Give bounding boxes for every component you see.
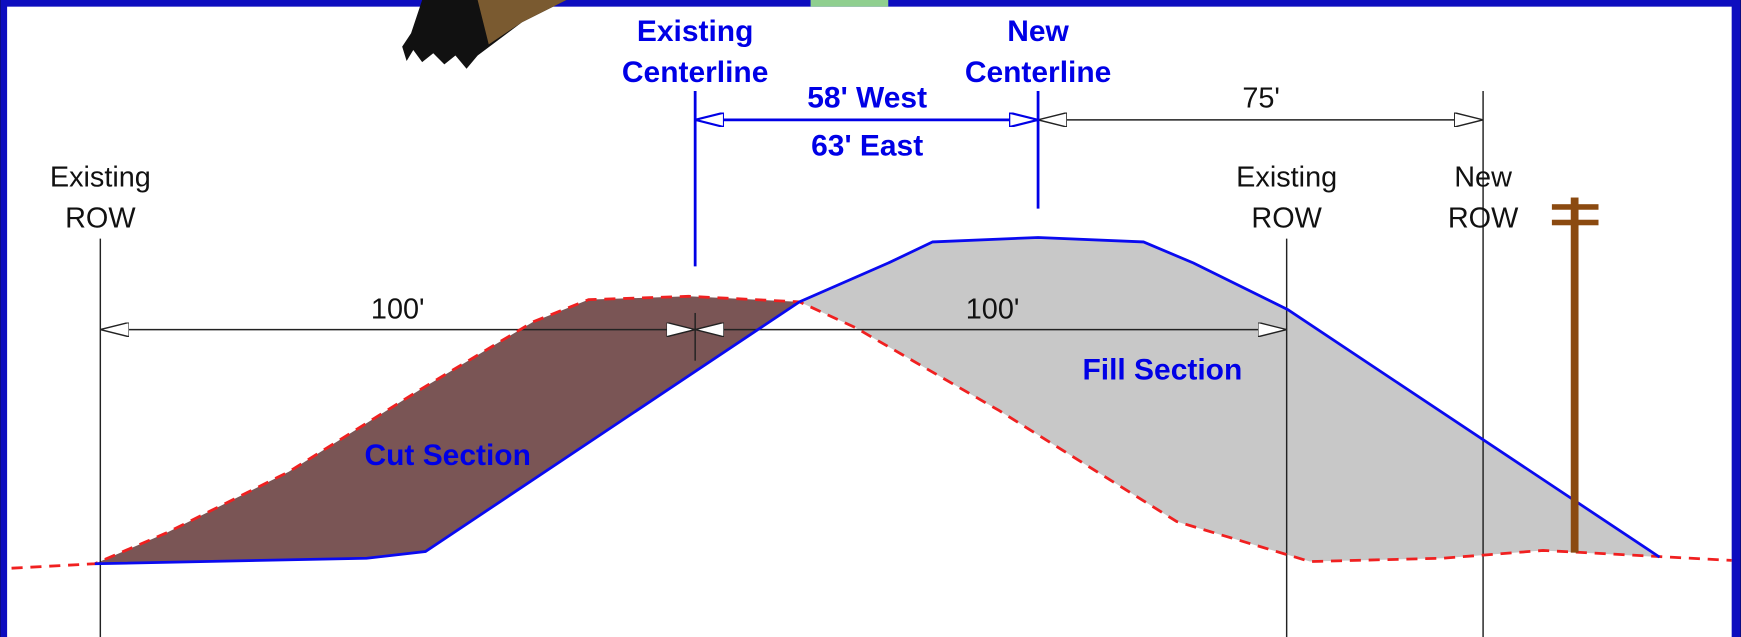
row-lines: [99, 91, 1484, 637]
existing-ground: [11, 294, 1732, 570]
cut-section-label: Cut Section: [364, 439, 530, 472]
fill-area: [799, 237, 1660, 562]
existing-row-left: Existing ROW: [50, 161, 151, 234]
new-ground: [94, 236, 1661, 566]
label-line: New: [1454, 161, 1512, 193]
label-line: ROW: [1251, 203, 1322, 235]
new-row: New ROW: [1448, 161, 1519, 234]
label-line: Centerline: [622, 56, 768, 89]
offset-east: 63' East: [811, 129, 923, 162]
label-line: Existing: [637, 15, 754, 48]
label-line: ROW: [1448, 203, 1519, 235]
existing-centerline: Existing Centerline: [622, 15, 768, 89]
utility-pole: [1551, 197, 1599, 553]
existing-row-right: Existing ROW: [1236, 161, 1337, 234]
top-object: [810, 0, 889, 7]
label-line: Existing: [50, 161, 151, 193]
label-line: Existing: [1236, 161, 1337, 193]
dim-100-right-label: 100': [966, 294, 1020, 326]
new-centerline: New Centerline: [965, 15, 1111, 89]
cut-area: [94, 296, 800, 564]
fill-section-label: Fill Section: [1082, 354, 1242, 387]
dim-100-left-label: 100': [371, 294, 425, 326]
label-line: ROW: [65, 203, 136, 235]
label-line: New: [1007, 15, 1069, 48]
excavator-arm: [477, 0, 567, 45]
dim-75-label: 75': [1242, 83, 1280, 115]
label-line: Centerline: [965, 56, 1111, 89]
offset-west: 58' West: [807, 82, 927, 115]
